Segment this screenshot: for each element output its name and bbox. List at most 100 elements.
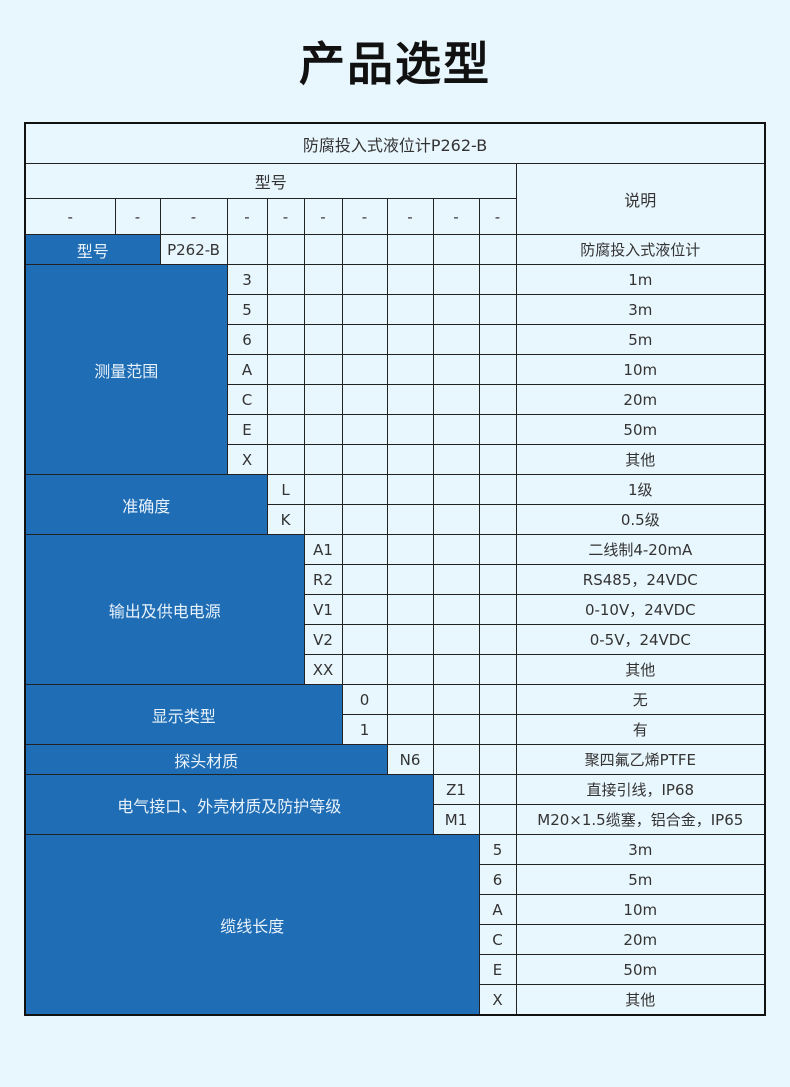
group-label: 探头材质: [24, 744, 388, 775]
empty-cell: [432, 594, 480, 625]
empty-cell: [266, 354, 305, 385]
option-row: V1 0-10V，24VDC: [25, 594, 766, 625]
empty-cell: [478, 294, 517, 325]
empty-cell: [432, 294, 480, 325]
option-row: 电气接口、外壳材质及防护等级 Z1 直接引线，IP68: [24, 774, 766, 835]
option-row: K 0.5级: [25, 504, 766, 535]
option-desc: 其他: [515, 444, 766, 475]
option-code: X: [478, 984, 517, 1016]
empty-cell: [386, 624, 434, 655]
empty-cell: [386, 564, 434, 595]
empty-cell: [386, 324, 434, 355]
selection-table: 防腐投入式液位计P262-B 型号 说明 ---------- 型号 P262-…: [24, 122, 767, 1016]
empty-cell: [386, 444, 434, 475]
empty-cell: [386, 594, 434, 625]
option-row: 显示类型 0 无: [24, 684, 766, 745]
empty-cell: [478, 684, 517, 715]
option-code: V1: [303, 594, 343, 625]
dash-cell: -: [478, 198, 517, 235]
empty-cell: [432, 324, 480, 355]
option-code: X: [226, 444, 268, 475]
empty-cell: [341, 564, 388, 595]
empty-cell: [478, 474, 517, 505]
option-desc: 有: [515, 714, 766, 745]
option-row: 6 5m: [25, 864, 766, 895]
option-desc: 直接引线，IP68: [515, 774, 766, 805]
option-row: M1 M20×1.5缆塞，铝合金，IP65: [25, 804, 766, 835]
page-title: 产品选型: [299, 37, 491, 91]
empty-cell: [386, 264, 434, 295]
empty-cell: [303, 474, 343, 505]
option-desc: 1m: [515, 264, 766, 295]
empty-cell: [478, 564, 517, 595]
empty-cell: [303, 444, 343, 475]
header-row: 型号 说明: [24, 163, 766, 235]
option-desc: 3m: [515, 834, 766, 865]
empty-cell: [341, 474, 388, 505]
empty-cell: [478, 534, 517, 565]
empty-cell: [478, 804, 517, 835]
empty-cell: [303, 504, 343, 535]
option-row: XX 其他: [25, 654, 766, 685]
empty-cell: [478, 654, 517, 685]
option-desc: 其他: [515, 984, 766, 1016]
option-row: R2 RS485，24VDC: [25, 564, 766, 595]
empty-cell: [478, 594, 517, 625]
empty-cell: [303, 324, 343, 355]
empty-cell: [266, 444, 305, 475]
empty-cell: [432, 744, 480, 775]
empty-cell: [386, 294, 434, 325]
group-label: 缆线长度: [24, 834, 480, 1016]
title-row: 防腐投入式液位计P262-B: [24, 122, 766, 164]
empty-cell: [432, 414, 480, 445]
model-desc: 防腐投入式液位计: [515, 234, 766, 265]
option-code: 6: [226, 324, 268, 355]
group-label: 测量范围: [24, 264, 228, 475]
empty-cell: [432, 714, 480, 745]
option-desc: 20m: [515, 924, 766, 955]
group-label: 输出及供电电源: [24, 534, 305, 685]
option-code: 5: [478, 834, 517, 865]
empty-cell: [266, 294, 305, 325]
option-code: M1: [432, 804, 480, 835]
option-code: XX: [303, 654, 343, 685]
empty-cell: [266, 264, 305, 295]
empty-cell: [478, 414, 517, 445]
option-code: Z1: [432, 774, 480, 805]
empty-cell: [386, 714, 434, 745]
empty-cell: [478, 714, 517, 745]
empty-cell: [386, 384, 434, 415]
option-code: R2: [303, 564, 343, 595]
empty-cell: [341, 624, 388, 655]
empty-cell: [432, 684, 480, 715]
dash-cell: -: [24, 198, 116, 235]
empty-cell: [432, 474, 480, 505]
option-code: 1: [341, 714, 388, 745]
option-row: A 10m: [25, 354, 766, 385]
header-model: 型号: [24, 163, 517, 199]
empty-cell: [478, 444, 517, 475]
option-code: V2: [303, 624, 343, 655]
group-label: 电气接口、外壳材质及防护等级: [24, 774, 434, 835]
empty-cell: [432, 624, 480, 655]
empty-cell: [341, 534, 388, 565]
empty-cell: [432, 264, 480, 295]
model-code: P262-B: [159, 234, 228, 265]
option-code: L: [266, 474, 305, 505]
option-desc: 10m: [515, 894, 766, 925]
empty-cell: [303, 354, 343, 385]
empty-cell: [478, 624, 517, 655]
empty-cell: [266, 384, 305, 415]
option-desc: 10m: [515, 354, 766, 385]
option-desc: 0-10V，24VDC: [515, 594, 766, 625]
empty-cell: [341, 504, 388, 535]
empty-cell: [341, 414, 388, 445]
option-desc: 50m: [515, 954, 766, 985]
table-title: 防腐投入式液位计P262-B: [24, 122, 766, 164]
option-code: A: [226, 354, 268, 385]
option-row: 输出及供电电源 A1 二线制4-20mA: [24, 534, 766, 685]
empty-cell: [386, 504, 434, 535]
option-code: E: [226, 414, 268, 445]
option-desc: 无: [515, 684, 766, 715]
option-code: 0: [341, 684, 388, 715]
